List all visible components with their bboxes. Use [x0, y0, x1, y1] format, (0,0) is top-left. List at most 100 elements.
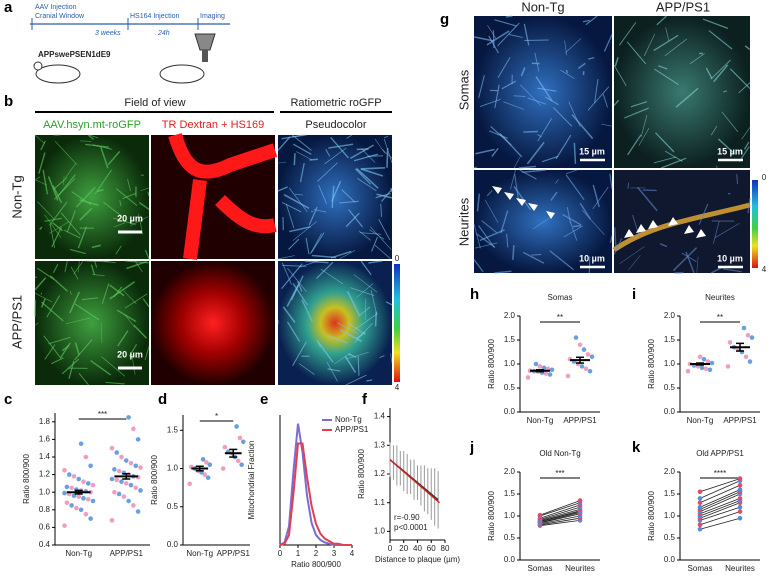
panel-letter: a [4, 0, 13, 16]
y-tick-label: 1.5 [504, 335, 516, 344]
data-point [119, 479, 124, 484]
data-point [578, 343, 583, 348]
data-point [548, 372, 553, 377]
significance-label: ** [557, 313, 563, 322]
panel-letter: f [362, 391, 368, 408]
scale-bar-label: 20 µm [117, 349, 143, 359]
data-point [72, 474, 77, 479]
data-point [584, 367, 589, 372]
y-tick-label: 0.0 [167, 540, 179, 549]
data-point [131, 503, 136, 508]
data-point [69, 486, 74, 491]
data-point [698, 527, 703, 532]
x-tick-label: Non-Tg [687, 416, 714, 425]
data-point [69, 503, 74, 508]
data-point [67, 472, 72, 477]
column-label: APP/PS1 [656, 0, 710, 14]
annotation: p<0.0001 [394, 523, 428, 532]
data-point [76, 477, 81, 482]
y-tick-label: 0.0 [504, 555, 516, 564]
colorbar-label: 4 [762, 265, 767, 274]
data-point [138, 488, 143, 493]
data-point [65, 500, 70, 505]
data-point [238, 436, 243, 441]
timeline-interval: 3 weeks [95, 30, 121, 37]
panel-letter: k [632, 439, 641, 456]
y-axis-label: Ratio 800/900 [150, 455, 159, 505]
data-point [590, 355, 595, 360]
data-point [698, 501, 703, 506]
panel-b: Field of view Ratiometric roGFP AAV.hsyn… [9, 97, 400, 392]
y-tick-label: 1.1 [374, 498, 386, 507]
data-point [91, 483, 96, 488]
significance-label: * [215, 412, 218, 421]
chart-title: Old Non-Tg [539, 449, 580, 458]
y-tick-label: 1.0 [504, 511, 516, 520]
data-point [62, 491, 67, 496]
data-point [241, 439, 246, 444]
data-point [110, 477, 115, 482]
data-point [586, 352, 591, 357]
micrograph [35, 135, 149, 259]
data-point [138, 465, 143, 470]
data-point [738, 483, 743, 488]
header: Field of view [124, 97, 185, 109]
y-tick-label: 1.4 [39, 452, 51, 461]
scale-bar-label: 20 µm [117, 213, 143, 223]
pair-line [700, 518, 740, 529]
data-point [738, 487, 743, 492]
x-tick-label: 1 [296, 549, 301, 558]
data-point [738, 496, 743, 501]
column-label: TR Dextran + HS169 [162, 119, 264, 131]
data-point [746, 333, 751, 338]
data-point [574, 335, 579, 340]
mouse-label: APPswePSEN1dE9 [38, 50, 111, 59]
data-point [84, 455, 89, 460]
data-point [700, 366, 705, 371]
y-axis-label: Mitochondrial Fraction [247, 441, 256, 520]
data-point [122, 494, 127, 499]
data-point [117, 469, 122, 474]
texture-fiber [523, 131, 537, 132]
y-tick-label: 1.3 [374, 440, 386, 449]
data-point [750, 335, 755, 340]
data-point [588, 369, 593, 374]
x-tick-label: Non-Tg [186, 549, 213, 558]
y-tick-label: 2.0 [664, 467, 676, 476]
y-tick-label: 0.5 [664, 533, 676, 542]
data-point [698, 490, 703, 495]
data-point [117, 492, 122, 497]
x-axis-label: Distance to plaque (µm) [375, 555, 460, 564]
mouse-icon [34, 62, 42, 70]
micrograph [278, 261, 392, 385]
y-tick-label: 1.5 [664, 335, 676, 344]
panel-letter: d [158, 391, 167, 408]
y-tick-label: 0.5 [664, 383, 676, 392]
y-tick-label: 2.0 [504, 311, 516, 320]
data-point [86, 481, 91, 486]
x-tick-label: 40 [413, 544, 422, 553]
data-point [221, 466, 226, 471]
x-tick-label: APP/PS1 [110, 549, 144, 558]
x-tick-label: 0 [278, 549, 283, 558]
data-point [738, 505, 743, 510]
x-tick-label: Somas [688, 564, 713, 573]
data-point [544, 371, 549, 376]
data-point [538, 513, 543, 518]
colorbar-label: 0 [762, 173, 767, 182]
pair-line [700, 485, 740, 503]
data-point [65, 485, 70, 490]
data-point [742, 326, 747, 331]
panel-letter: i [632, 286, 636, 303]
y-tick-label: 0.4 [39, 540, 51, 549]
data-point [580, 364, 585, 369]
colorbar-label: 4 [395, 383, 400, 392]
texture-fiber [387, 148, 388, 168]
micrograph [151, 261, 275, 385]
micrograph [35, 261, 149, 385]
data-point [79, 508, 84, 513]
column-label: Pseudocolor [305, 119, 366, 131]
y-tick-label: 1.5 [664, 489, 676, 498]
y-tick-label: 1.8 [39, 417, 51, 426]
data-point [74, 506, 79, 511]
